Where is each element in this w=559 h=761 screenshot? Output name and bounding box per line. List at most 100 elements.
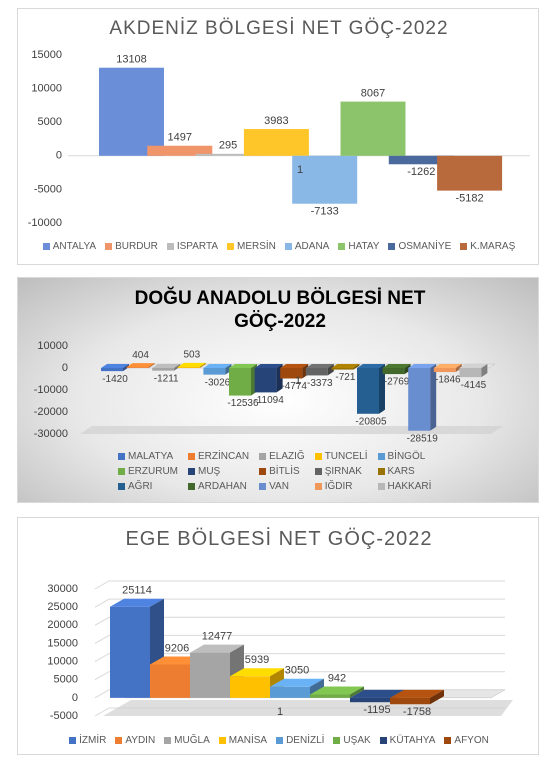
- legend-swatch: [226, 243, 234, 250]
- legend-swatch: [166, 243, 174, 250]
- legend-swatch: [314, 483, 322, 490]
- bar-top: [203, 364, 232, 368]
- legend-swatch: [259, 468, 267, 475]
- bar-top: [101, 364, 129, 368]
- legend-label: OSMANİYE: [398, 241, 452, 252]
- legend-label: ANTALYA: [52, 241, 97, 252]
- bar-front: [177, 366, 200, 368]
- legend-item: BURDUR: [105, 241, 158, 252]
- legend-item: ERZURUM: [118, 466, 178, 477]
- legend-swatch: [42, 243, 50, 250]
- bar-front: [229, 368, 251, 396]
- y-tick-label: 5000: [54, 674, 78, 686]
- data-label: 12477: [202, 630, 233, 642]
- bar: [177, 362, 206, 368]
- bar-top: [382, 364, 411, 368]
- bar-top: [110, 598, 164, 607]
- legend-item: ELAZIĞ: [259, 451, 305, 462]
- bar-front: [203, 368, 226, 375]
- y-tick-label: -5000: [50, 710, 78, 722]
- data-label: 9206: [165, 642, 189, 654]
- legend-swatch: [284, 243, 292, 250]
- bar-top: [459, 364, 488, 368]
- data-label: -5182: [456, 193, 484, 205]
- legend-swatch: [115, 737, 123, 744]
- legend-item: MUĞLA: [164, 735, 210, 746]
- legend-item: OSMANİYE: [388, 241, 451, 252]
- bar-side: [199, 362, 206, 368]
- legend-label: UŞAK: [343, 735, 371, 746]
- bar-top: [280, 364, 309, 368]
- legend-swatch: [444, 737, 452, 744]
- legend-label: IĞDIR: [324, 481, 353, 492]
- data-label: -721: [335, 372, 355, 383]
- y-tick-label: -10000: [28, 217, 62, 229]
- legend-label: ARDAHAN: [198, 481, 247, 492]
- legend-label: BURDUR: [115, 241, 158, 252]
- bar-side: [350, 686, 364, 698]
- bar: [101, 364, 129, 372]
- legend-label: MERSİN: [236, 241, 276, 252]
- data-label: -1211: [154, 373, 179, 384]
- legend-item: BİNGÖL: [377, 451, 432, 462]
- x-tick-label: 1: [297, 164, 303, 176]
- bar: [382, 364, 411, 375]
- bar-top: [230, 668, 284, 677]
- data-label: -12536: [227, 398, 259, 409]
- y-tick-label: -20000: [34, 406, 68, 418]
- legend-item: DENİZLİ: [276, 735, 324, 746]
- y-tick-label: 10000: [47, 655, 78, 667]
- bar-front: [254, 368, 277, 393]
- y-tick-label: 30000: [47, 583, 78, 595]
- legend-item: IĞDIR: [314, 481, 368, 492]
- legend-label: ŞIRNAK: [324, 466, 362, 477]
- bar-top: [305, 364, 334, 368]
- bar: [203, 364, 232, 375]
- legend-label: ADANA: [294, 241, 330, 252]
- legend-item: ADANA: [284, 241, 330, 252]
- legend-swatch: [314, 453, 322, 460]
- bar-top: [408, 364, 437, 368]
- legend-swatch: [460, 243, 468, 250]
- legend-item: AYDIN: [115, 735, 155, 746]
- bar-front: [459, 368, 482, 378]
- chart-title: EGE BÖLGESİ NET GÖÇ-2022: [125, 528, 433, 550]
- legend-label: MANİSA: [228, 735, 268, 746]
- data-label: -4145: [461, 380, 487, 391]
- legend-item: KARS: [377, 466, 432, 477]
- legend-item: MANİSA: [218, 735, 268, 746]
- y-tick-label: 0: [62, 362, 68, 374]
- data-label: 8067: [361, 87, 385, 99]
- data-label: 3983: [264, 115, 288, 127]
- legend-label: HAKKARİ: [387, 481, 432, 492]
- y-tick-label: -30000: [34, 428, 68, 440]
- bar-top: [433, 364, 462, 368]
- legend-item: ANTALYA: [42, 241, 97, 252]
- bar-top: [190, 644, 244, 653]
- bar-side: [379, 364, 385, 414]
- bar-side: [327, 364, 334, 376]
- legend-item: MALATYA: [118, 451, 178, 462]
- data-label: 503: [183, 350, 200, 361]
- data-label: 404: [132, 350, 149, 361]
- legend-label: DENİZLİ: [286, 735, 325, 746]
- bar: [433, 364, 462, 373]
- legend-swatch: [379, 737, 387, 744]
- bar: [305, 364, 334, 376]
- legend-label: KÜTAHYA: [389, 735, 436, 746]
- legend-label: KARS: [387, 466, 415, 477]
- y-tick-label: 10000: [37, 340, 68, 352]
- y-tick-label: 20000: [47, 619, 78, 631]
- bar: [99, 67, 164, 156]
- legend-item: UŞAK: [333, 735, 371, 746]
- bar: [126, 363, 155, 368]
- legend-label: MALATYA: [128, 451, 174, 462]
- bar-front: [230, 676, 270, 698]
- data-label: -1846: [435, 375, 461, 386]
- bar-side: [430, 689, 444, 705]
- legend-label: AĞRI: [128, 481, 153, 492]
- legend-swatch: [259, 483, 267, 490]
- bar: [340, 101, 406, 156]
- bar: [408, 364, 437, 431]
